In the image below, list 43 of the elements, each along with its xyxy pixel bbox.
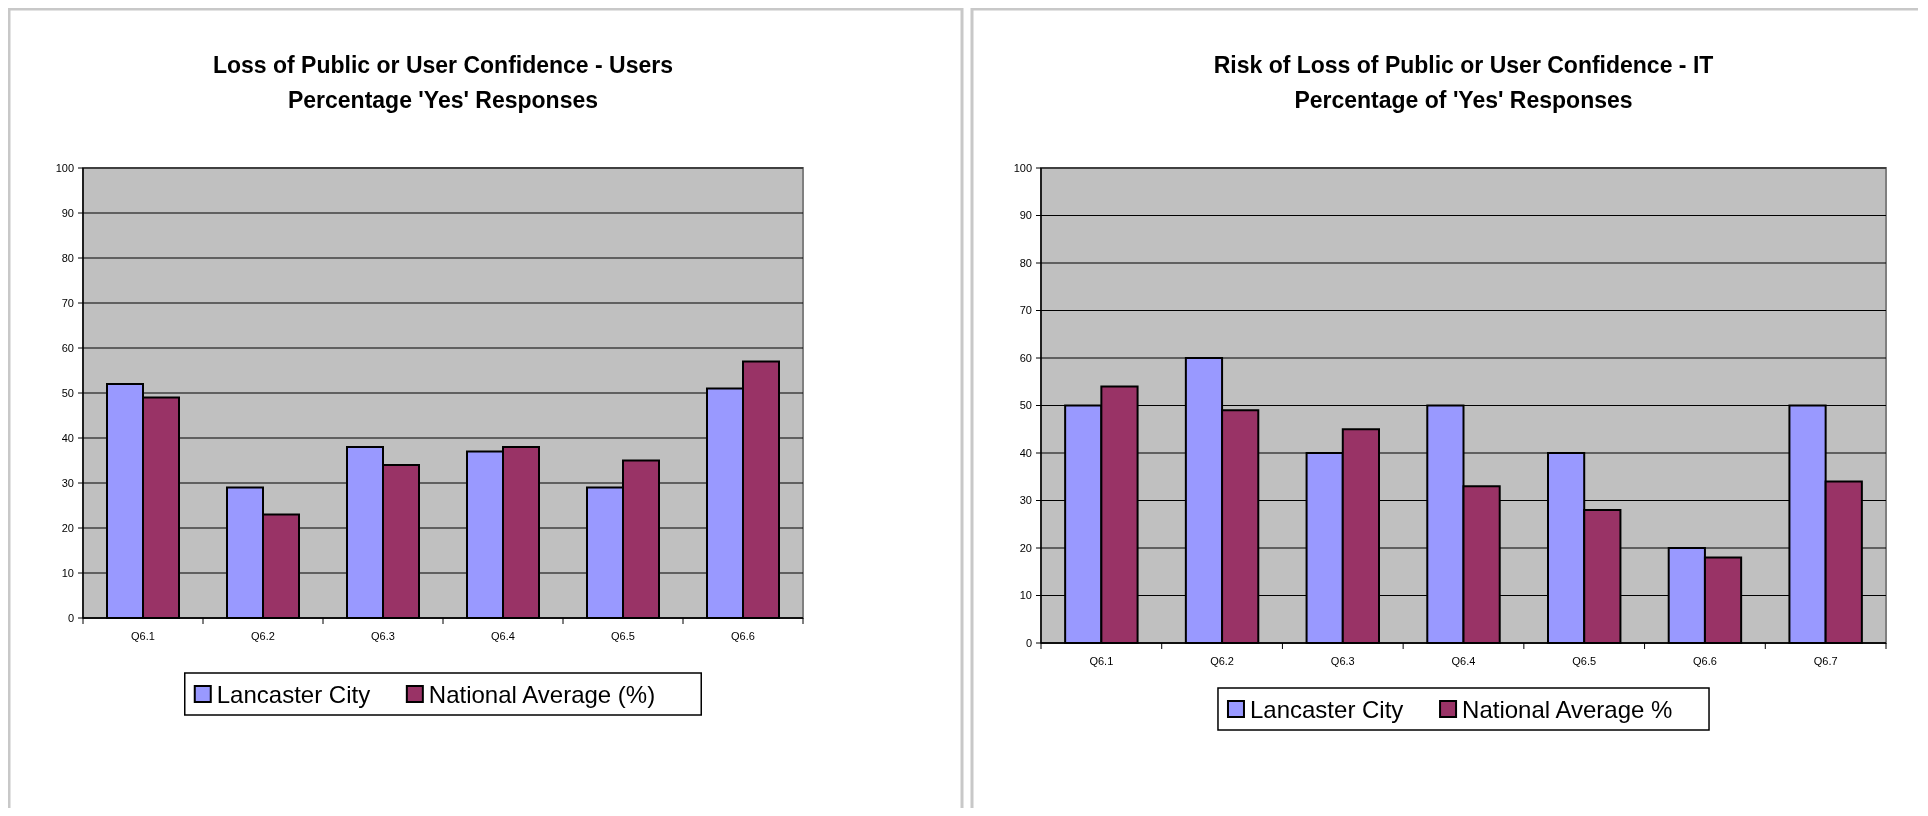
y-tick-label: 70 bbox=[1019, 304, 1032, 317]
y-tick-label: 100 bbox=[1013, 161, 1032, 174]
y-tick-label: 10 bbox=[61, 566, 74, 579]
x-tick-label: Q6.3 bbox=[1330, 655, 1355, 667]
chart-title: Risk of Loss of Public or User Confidence - IT bbox=[1213, 52, 1714, 78]
legend-label: Lancaster City bbox=[1249, 696, 1404, 723]
y-tick-label: 50 bbox=[1019, 399, 1032, 412]
y-tick-label: 80 bbox=[1019, 256, 1032, 269]
y-tick-label: 30 bbox=[61, 476, 74, 489]
chart-title: Loss of Public or User Confidence - Users bbox=[212, 52, 674, 78]
y-tick-label: 0 bbox=[1025, 636, 1032, 649]
chart-subtitle: Percentage 'Yes' Responses bbox=[287, 87, 599, 113]
legend-label: National Average (%) bbox=[428, 681, 656, 708]
y-tick-label: 20 bbox=[61, 521, 74, 534]
y-tick-label: 50 bbox=[61, 386, 74, 399]
legend-label: National Average % bbox=[1462, 696, 1673, 723]
x-tick-label: Q6.4 bbox=[1451, 655, 1476, 667]
y-tick-label: 20 bbox=[1019, 541, 1032, 554]
x-tick-label: Q6.4 bbox=[491, 630, 515, 642]
y-tick-label: 30 bbox=[1019, 494, 1032, 507]
x-tick-label: Q6.1 bbox=[1089, 655, 1114, 667]
x-tick-label: Q6.2 bbox=[251, 630, 275, 642]
chart-subtitle: Percentage of 'Yes' Responses bbox=[1294, 87, 1633, 113]
y-tick-label: 70 bbox=[61, 296, 74, 309]
y-tick-label: 60 bbox=[1019, 351, 1032, 364]
x-tick-label: Q6.1 bbox=[131, 630, 155, 642]
y-tick-label: 100 bbox=[55, 161, 74, 174]
x-tick-label: Q6.2 bbox=[1210, 655, 1234, 667]
y-tick-label: 40 bbox=[1019, 446, 1032, 459]
x-tick-label: Q6.6 bbox=[731, 630, 755, 642]
x-tick-label: Q6.7 bbox=[1813, 655, 1838, 667]
y-tick-label: 10 bbox=[1019, 589, 1032, 602]
legend-label: Lancaster City bbox=[216, 681, 371, 708]
x-tick-label: Q6.6 bbox=[1693, 655, 1717, 667]
y-tick-label: 90 bbox=[61, 206, 74, 219]
y-tick-label: 0 bbox=[67, 611, 74, 624]
y-tick-label: 60 bbox=[61, 341, 74, 354]
y-tick-label: 90 bbox=[1019, 209, 1032, 222]
y-tick-label: 80 bbox=[61, 251, 74, 264]
x-tick-label: Q6.5 bbox=[1572, 655, 1597, 667]
x-tick-label: Q6.5 bbox=[611, 630, 635, 642]
y-tick-label: 40 bbox=[61, 431, 74, 444]
x-tick-label: Q6.3 bbox=[371, 630, 395, 642]
